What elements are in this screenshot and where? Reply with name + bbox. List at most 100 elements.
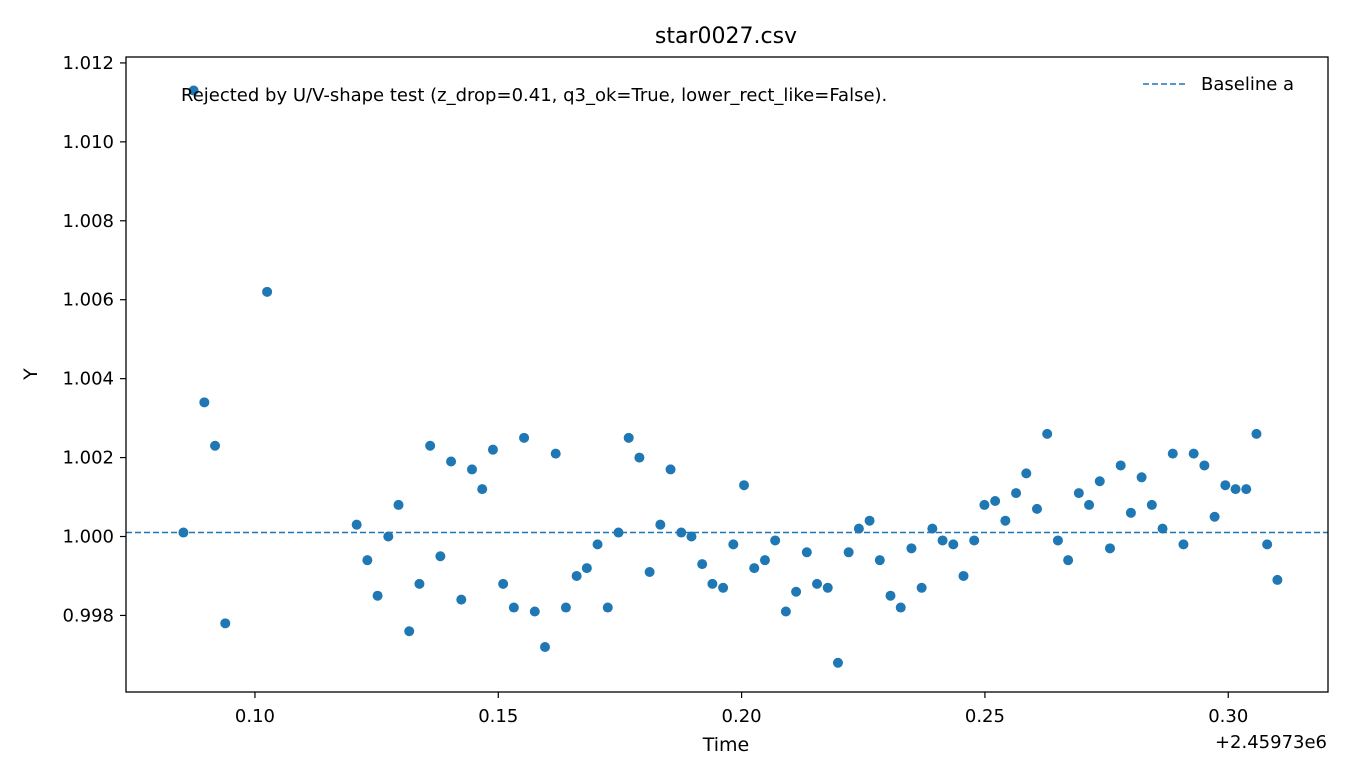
chart-title: star0027.csv [655, 24, 797, 49]
data-point [1178, 539, 1189, 550]
data-point [1272, 574, 1283, 585]
x-tick-label: 0.10 [235, 706, 275, 727]
data-point [435, 551, 446, 562]
data-point [969, 535, 980, 546]
data-point [739, 480, 750, 491]
data-point [780, 606, 791, 617]
data-point [199, 397, 210, 408]
data-point [655, 519, 666, 530]
y-axis-ticks: 0.998 1.000 1.002 1.004 1.006 1.008 1.010 1.012 [62, 53, 126, 626]
data-point [1251, 428, 1262, 439]
data-point [843, 547, 854, 558]
data-point [759, 555, 770, 566]
y-tick-label: 1.006 [62, 290, 114, 311]
data-point [581, 563, 592, 574]
x-axis-label: Time [702, 734, 750, 756]
data-point [262, 286, 273, 297]
x-tick-label: 0.30 [1208, 706, 1248, 727]
data-point [404, 626, 415, 637]
x-axis-offset-label: +2.45973e6 [1215, 732, 1327, 753]
data-point [1209, 511, 1220, 522]
y-tick-label: 1.004 [62, 369, 114, 390]
x-tick-label: 0.15 [478, 706, 518, 727]
data-point [425, 440, 436, 451]
data-point [927, 523, 938, 534]
data-point [853, 523, 864, 534]
data-point [644, 567, 655, 578]
data-point [613, 527, 624, 538]
legend-entry-baseline: Baseline a [1201, 74, 1294, 95]
data-point [519, 432, 530, 443]
data-point [393, 499, 404, 510]
data-point [676, 527, 687, 538]
plot-area [126, 57, 1328, 692]
data-point [665, 464, 676, 475]
data-point [822, 582, 833, 593]
data-point [634, 452, 645, 463]
data-point [467, 464, 478, 475]
data-point [686, 531, 697, 542]
data-point [770, 535, 781, 546]
data-point [372, 590, 383, 601]
data-point [498, 578, 509, 589]
data-point [1063, 555, 1074, 566]
data-point [1146, 499, 1157, 510]
data-point [383, 531, 394, 542]
data-point [1230, 484, 1241, 495]
data-point [188, 85, 199, 96]
data-point [916, 582, 927, 593]
data-point [362, 555, 373, 566]
data-point [1115, 460, 1126, 471]
data-point [1199, 460, 1210, 471]
data-point [623, 432, 634, 443]
data-point [539, 642, 550, 653]
data-point [220, 618, 231, 629]
data-point [728, 539, 739, 550]
data-point [1000, 515, 1011, 526]
data-point [895, 602, 906, 613]
y-axis-label: Y [20, 368, 42, 381]
data-point [178, 527, 189, 538]
data-point [885, 590, 896, 601]
data-point [1241, 484, 1252, 495]
data-point [602, 602, 613, 613]
data-point [1125, 507, 1136, 518]
data-point [1052, 535, 1063, 546]
data-point [414, 578, 425, 589]
data-point [749, 563, 760, 574]
x-tick-label: 0.20 [722, 706, 762, 727]
data-point [864, 515, 875, 526]
data-point [874, 555, 885, 566]
y-tick-label: 1.012 [62, 53, 114, 74]
data-point [906, 543, 917, 554]
data-point [571, 570, 582, 581]
data-point [1220, 480, 1231, 491]
data-point [560, 602, 571, 613]
y-tick-label: 1.010 [62, 132, 114, 153]
data-point [1136, 472, 1147, 483]
annotation-text: Rejected by U/V-shape test (z_drop=0.41,… [181, 85, 887, 106]
data-point [1073, 488, 1084, 499]
data-point [487, 444, 498, 455]
data-point [529, 606, 540, 617]
data-point [351, 519, 362, 530]
legend: Baseline a [1143, 74, 1294, 95]
data-point [1084, 499, 1095, 510]
data-point [812, 578, 823, 589]
data-point [446, 456, 457, 467]
plot-frame [125, 56, 1329, 693]
y-tick-label: 1.002 [62, 448, 114, 469]
data-point [1094, 476, 1105, 487]
data-point [1042, 428, 1053, 439]
data-point [1011, 488, 1022, 499]
x-tick-label: 0.25 [965, 706, 1005, 727]
data-point [958, 570, 969, 581]
data-point [1031, 503, 1042, 514]
data-point [697, 559, 708, 570]
data-points [178, 85, 1283, 668]
data-point [1104, 543, 1115, 554]
data-point [1021, 468, 1032, 479]
data-point [937, 535, 948, 546]
data-point [1262, 539, 1273, 550]
